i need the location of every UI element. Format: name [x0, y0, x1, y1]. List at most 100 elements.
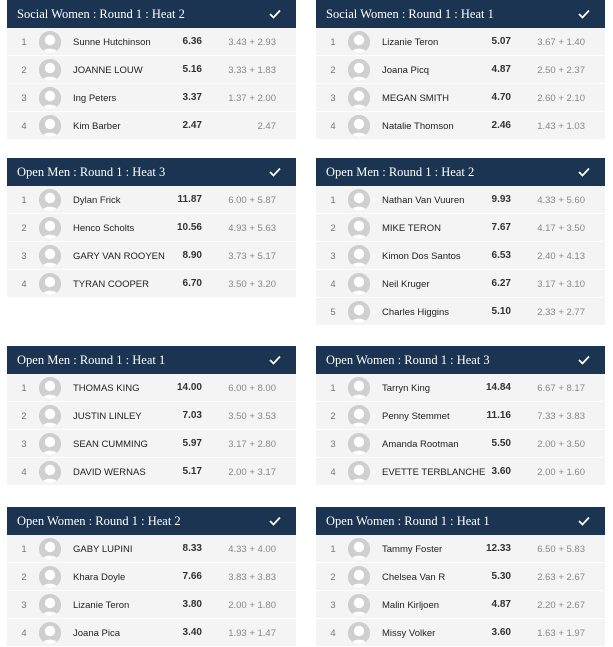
surfer-name: Sunne Hutchinson — [73, 37, 151, 48]
avatar-placeholder-icon — [39, 59, 61, 81]
place-number: 1 — [21, 37, 27, 48]
result-row[interactable]: 2 Chelsea Van R 5.30 2.63 + 2.67 — [316, 563, 605, 591]
place-number: 1 — [330, 195, 336, 206]
result-row[interactable]: 4 Missy Volker 3.60 1.63 + 1.97 — [316, 619, 605, 647]
wave-scores: 1.63 + 1.97 — [537, 628, 585, 639]
result-row[interactable]: 2 Henco Scholts 10.56 4.93 + 5.63 — [7, 214, 296, 242]
wave-scores: 6.00 + 5.87 — [228, 195, 276, 206]
check-icon — [577, 353, 591, 367]
result-row[interactable]: 4 DAVID WERNAS 5.17 2.00 + 3.17 — [7, 458, 296, 486]
place-number: 1 — [21, 544, 27, 555]
heat-header[interactable]: Open Men : Round 1 : Heat 1 — [7, 346, 296, 374]
result-row[interactable]: 2 Joana Picq 4.87 2.50 + 2.37 — [316, 56, 605, 84]
surfer-name: Henco Scholts — [73, 223, 135, 234]
result-row[interactable]: 3 Kimon Dos Santos 6.53 2.40 + 4.13 — [316, 242, 605, 270]
surfer-name: Lizanie Teron — [382, 37, 439, 48]
result-row[interactable]: 1 THOMAS KING 14.00 6.00 + 8.00 — [7, 374, 296, 402]
total-score: 12.33 — [485, 543, 511, 554]
surfer-name: Neil Kruger — [382, 279, 430, 290]
result-row[interactable]: 1 Tarryn King 14.84 6.67 + 8.17 — [316, 374, 605, 402]
avatar-placeholder-icon — [39, 405, 61, 427]
surfer-name: JUSTIN LINLEY — [73, 411, 142, 422]
check-icon — [268, 514, 282, 528]
surfer-name: GABY LUPINI — [73, 544, 133, 555]
result-row[interactable]: 1 Sunne Hutchinson 6.36 3.43 + 2.93 — [7, 28, 296, 56]
avatar-placeholder-icon — [39, 245, 61, 267]
result-row[interactable]: 3 Ing Peters 3.37 1.37 + 2.00 — [7, 84, 296, 112]
place-number: 4 — [21, 628, 27, 639]
avatar-placeholder-icon — [39, 622, 61, 644]
place-number: 2 — [21, 411, 27, 422]
heat-header[interactable]: Open Women : Round 1 : Heat 2 — [7, 507, 296, 535]
total-score: 14.00 — [176, 382, 202, 393]
result-row[interactable]: 3 SEAN CUMMING 5.97 3.17 + 2.80 — [7, 430, 296, 458]
heat-header[interactable]: Open Women : Round 1 : Heat 3 — [316, 346, 605, 374]
heat-panel: Open Women : Round 1 : Heat 2 1 GABY LUPI… — [7, 507, 296, 647]
place-number: 1 — [330, 37, 336, 48]
result-row[interactable]: 2 JUSTIN LINLEY 7.03 3.50 + 3.53 — [7, 402, 296, 430]
result-row[interactable]: 3 Amanda Rootman 5.50 2.00 + 3.50 — [316, 430, 605, 458]
heat-title: Open Men : Round 1 : Heat 1 — [17, 352, 166, 367]
result-row[interactable]: 5 Charles Higgins 5.10 2.33 + 2.77 — [316, 298, 605, 326]
heat-header[interactable]: Open Women : Round 1 : Heat 1 — [316, 507, 605, 535]
result-row[interactable]: 2 JOANNE LOUW 5.16 3.33 + 1.83 — [7, 56, 296, 84]
result-row[interactable]: 4 EVETTE TERBLANCHE 3.60 2.00 + 1.60 — [316, 458, 605, 486]
surfer-name: MEGAN SMITH — [382, 93, 450, 104]
total-score: 5.50 — [491, 438, 511, 449]
result-row[interactable]: 4 Natalie Thomson 2.46 1.43 + 1.03 — [316, 112, 605, 140]
surfer-name: Chelsea Van R — [382, 572, 446, 583]
result-row[interactable]: 1 Lizanie Teron 5.07 3.67 + 1.40 — [316, 28, 605, 56]
total-score: 6.27 — [491, 278, 511, 289]
place-number: 2 — [330, 572, 336, 583]
avatar-placeholder-icon — [348, 115, 370, 137]
wave-scores: 3.50 + 3.53 — [228, 411, 276, 422]
result-row[interactable]: 3 MEGAN SMITH 4.70 2.60 + 2.10 — [316, 84, 605, 112]
avatar-placeholder-icon — [39, 31, 61, 53]
surfer-name: Lizanie Teron — [73, 600, 130, 611]
result-row[interactable]: 4 Joana Pica 3.40 1.93 + 1.47 — [7, 619, 296, 647]
surfer-name: SEAN CUMMING — [73, 439, 148, 450]
surfer-name: Nathan Van Vuuren — [382, 195, 465, 206]
place-number: 4 — [21, 121, 27, 132]
result-row[interactable]: 4 Kim Barber 2.47 2.47 — [7, 112, 296, 140]
wave-scores: 3.43 + 2.93 — [228, 37, 276, 48]
total-score: 5.10 — [491, 306, 511, 317]
result-row[interactable]: 2 MIKE TERON 7.67 4.17 + 3.50 — [316, 214, 605, 242]
avatar-placeholder-icon — [348, 538, 370, 560]
heat-header[interactable]: Open Men : Round 1 : Heat 2 — [316, 158, 605, 186]
result-row[interactable]: 1 Nathan Van Vuuren 9.93 4.33 + 5.60 — [316, 186, 605, 214]
avatar-placeholder-icon — [348, 245, 370, 267]
result-row[interactable]: 4 TYRAN COOPER 6.70 3.50 + 3.20 — [7, 270, 296, 298]
place-number: 4 — [330, 121, 336, 132]
heat-panel: Open Women : Round 1 : Heat 3 1 Tarryn Ki… — [316, 346, 605, 486]
heat-header[interactable]: Open Men : Round 1 : Heat 3 — [7, 158, 296, 186]
total-score: 5.97 — [182, 438, 202, 449]
wave-scores: 1.93 + 1.47 — [228, 628, 276, 639]
place-number: 2 — [330, 411, 336, 422]
wave-scores: 3.83 + 3.83 — [228, 572, 276, 583]
result-row[interactable]: 4 Neil Kruger 6.27 3.17 + 3.10 — [316, 270, 605, 298]
wave-scores: 3.73 + 5.17 — [228, 251, 276, 262]
total-score: 3.40 — [182, 627, 202, 638]
result-row[interactable]: 3 GARY VAN ROOYEN 8.90 3.73 + 5.17 — [7, 242, 296, 270]
place-number: 3 — [330, 439, 336, 450]
surfer-name: Amanda Rootman — [382, 439, 459, 450]
result-row[interactable]: 1 Tammy Foster 12.33 6.50 + 5.83 — [316, 535, 605, 563]
place-number: 2 — [21, 65, 27, 76]
result-row[interactable]: 3 Lizanie Teron 3.80 2.00 + 1.80 — [7, 591, 296, 619]
wave-scores: 7.33 + 3.83 — [537, 411, 585, 422]
result-row[interactable]: 1 Dylan Frick 11.87 6.00 + 5.87 — [7, 186, 296, 214]
result-row[interactable]: 3 Malin Kirljoen 4.87 2.20 + 2.67 — [316, 591, 605, 619]
result-row[interactable]: 2 Khara Doyle 7.66 3.83 + 3.83 — [7, 563, 296, 591]
surfer-name: Missy Volker — [382, 628, 436, 639]
heat-header[interactable]: Social Women : Round 1 : Heat 1 — [316, 0, 605, 28]
surfer-name: MIKE TERON — [382, 223, 441, 234]
heat-title: Open Women : Round 1 : Heat 2 — [17, 513, 181, 528]
total-score: 3.60 — [491, 627, 511, 638]
place-number: 2 — [330, 223, 336, 234]
total-score: 5.30 — [491, 571, 511, 582]
result-row[interactable]: 1 GABY LUPINI 8.33 4.33 + 4.00 — [7, 535, 296, 563]
heat-header[interactable]: Social Women : Round 1 : Heat 2 — [7, 0, 296, 28]
result-row[interactable]: 2 Penny Stemmet 11.16 7.33 + 3.83 — [316, 402, 605, 430]
total-score: 6.70 — [182, 278, 202, 289]
